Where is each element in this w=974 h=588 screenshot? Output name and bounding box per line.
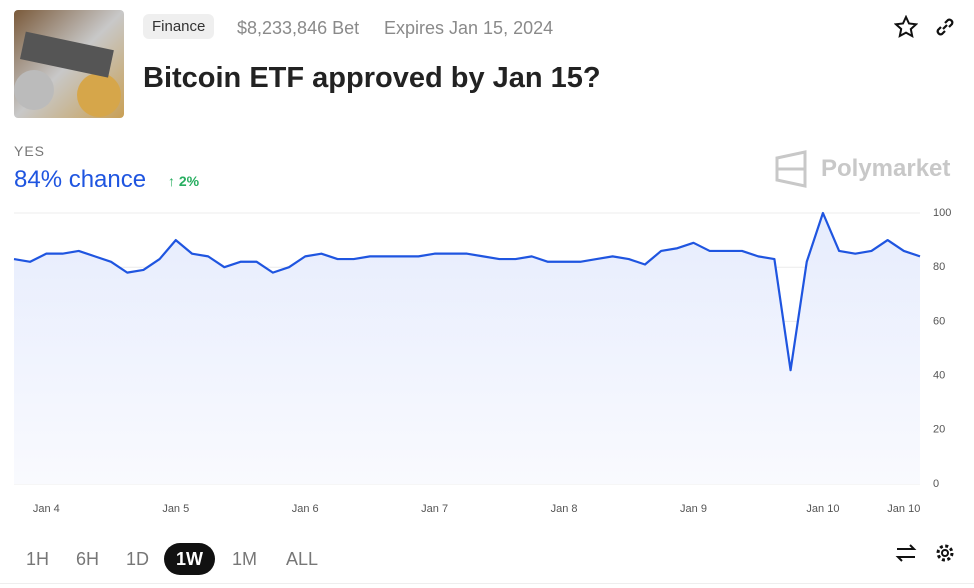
range-button[interactable]: 1D bbox=[126, 549, 150, 569]
chance: 84% chance bbox=[14, 166, 147, 193]
y-tick-label: 60 bbox=[933, 315, 945, 327]
range-button[interactable]: 1W bbox=[164, 543, 215, 575]
settings-icon[interactable] bbox=[933, 541, 957, 565]
brand-name: Polymarket bbox=[821, 155, 951, 182]
range-button[interactable]: 1H bbox=[26, 549, 50, 569]
outcome-label: YES bbox=[14, 143, 46, 159]
divider bbox=[0, 583, 974, 584]
swap-icon[interactable] bbox=[894, 541, 918, 565]
x-tick-label: Jan 7 bbox=[421, 503, 448, 515]
change-value: 2% bbox=[178, 173, 200, 189]
x-tick-label: Jan 5 bbox=[162, 503, 189, 515]
category-tag[interactable]: Finance bbox=[143, 14, 215, 39]
brand-logo bbox=[775, 150, 807, 188]
change: ↑ 2% bbox=[168, 173, 200, 189]
y-tick-label: 80 bbox=[933, 261, 945, 273]
star-icon[interactable] bbox=[894, 15, 918, 39]
volume: $8,233,846 Bet bbox=[237, 18, 360, 38]
range-button[interactable]: 1M bbox=[232, 549, 258, 569]
range-button[interactable]: ALL bbox=[286, 549, 319, 569]
market-title: Bitcoin ETF approved by Jan 15? bbox=[143, 62, 601, 94]
link-icon[interactable] bbox=[933, 15, 957, 39]
x-tick-label: Jan 10 bbox=[806, 503, 839, 515]
range-button[interactable]: 6H bbox=[76, 549, 100, 569]
x-tick-label: Jan 4 bbox=[33, 503, 60, 515]
line bbox=[13, 211, 921, 372]
x-tick-label: Jan 8 bbox=[551, 503, 578, 515]
x-tick-label: Jan 10 bbox=[887, 503, 920, 515]
market-image bbox=[14, 10, 124, 118]
y-tick-label: 40 bbox=[933, 370, 945, 382]
y-tick-label: 0 bbox=[933, 478, 939, 490]
y-tick-label: 100 bbox=[933, 207, 951, 219]
y-tick-label: 20 bbox=[933, 424, 945, 436]
x-tick-label: Jan 9 bbox=[680, 503, 707, 515]
area bbox=[14, 213, 920, 484]
x-tick-label: Jan 6 bbox=[292, 503, 319, 515]
chart: 0 20 40 60 80 100 Jan 4 Jan 5 Jan 6 Jan 7 Jan 8 Jan… bbox=[13, 207, 951, 515]
expiry: Expires Jan 15, 2024 bbox=[384, 18, 554, 38]
